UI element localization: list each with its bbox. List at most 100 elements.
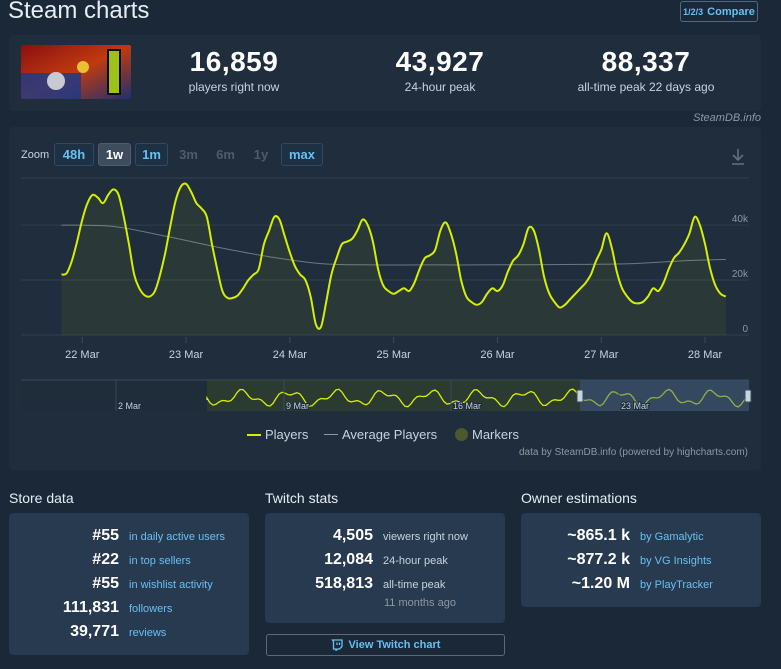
owner-estimations-title: Owner estimations bbox=[521, 490, 637, 506]
owner-row-label[interactable]: by VG Insights bbox=[640, 555, 712, 567]
owner-row-label[interactable]: by PlayTracker bbox=[640, 579, 713, 591]
compare-button[interactable]: 1/2/3 Compare bbox=[680, 1, 758, 22]
navigator-label-outline: 9 Mar bbox=[286, 401, 309, 411]
twitch-row-value: 12,084 bbox=[324, 551, 373, 568]
y-tick-label: 20k bbox=[732, 269, 749, 280]
legend-average-swatch bbox=[324, 434, 338, 435]
zoom-48h-button[interactable]: 48h bbox=[54, 143, 94, 166]
highcharts-credit[interactable]: data by SteamDB.info (powered by highcha… bbox=[519, 447, 748, 458]
x-tick-label: 27 Mar bbox=[584, 349, 619, 361]
x-tick-label: 23 Mar bbox=[169, 349, 204, 361]
stat-alltime-peak: 88,337 all-time peak 22 days ago bbox=[546, 46, 746, 94]
store-row-value: 39,771 bbox=[70, 623, 119, 640]
twitch-row: 4,505 viewers right now bbox=[265, 527, 468, 545]
chart-panel bbox=[9, 127, 761, 470]
twitch-row-label: all-time peak bbox=[383, 579, 446, 591]
store-row-label[interactable]: in daily active users bbox=[129, 531, 225, 543]
store-row-label[interactable]: in wishlist activity bbox=[129, 579, 213, 591]
owner-row-label[interactable]: by Gamalytic bbox=[640, 531, 704, 543]
zoom-1w-button[interactable]: 1w bbox=[98, 143, 131, 166]
store-data-title: Store data bbox=[9, 490, 74, 506]
y-tick-label: 0 bbox=[742, 324, 748, 335]
zoom-1y-button[interactable]: 1y bbox=[253, 147, 269, 162]
store-row-value: #55 bbox=[92, 527, 119, 544]
navigator-handle-left bbox=[576, 389, 584, 403]
view-twitch-chart-button[interactable]: View Twitch chart bbox=[266, 634, 505, 656]
twitch-stats-title: Twitch stats bbox=[265, 490, 339, 506]
twitch-row-value: 518,813 bbox=[315, 575, 373, 592]
navigator-line bbox=[206, 388, 748, 408]
x-tick-label: 25 Mar bbox=[377, 349, 412, 361]
navigator-label: 2 Mar bbox=[118, 401, 141, 411]
store-row-value: #22 bbox=[92, 551, 119, 568]
store-row: 39,771 reviews bbox=[9, 623, 166, 641]
navigator-label: 23 Mar bbox=[621, 401, 649, 411]
twitch-row-label: 24-hour peak bbox=[383, 555, 448, 567]
stat-current-value: 16,859 bbox=[189, 46, 279, 77]
legend-markers[interactable]: Markers bbox=[455, 427, 519, 442]
navigator-selection bbox=[580, 380, 749, 411]
zoom-label: Zoom bbox=[21, 149, 50, 161]
legend-average[interactable]: Average Players bbox=[324, 427, 437, 442]
stat-alltime-value: 88,337 bbox=[601, 46, 691, 77]
store-row: #22 in top sellers bbox=[9, 551, 191, 569]
y-tick-label: 40k bbox=[732, 214, 749, 225]
navigator-label-outline: 16 Mar bbox=[453, 401, 481, 411]
owner-row-value: ~1.20 M bbox=[571, 575, 630, 592]
stats-panel bbox=[9, 35, 761, 111]
stat-24h-peak: 43,927 24-hour peak bbox=[340, 46, 540, 94]
x-tick-label: 22 Mar bbox=[65, 349, 100, 361]
navigator-data-area bbox=[207, 380, 749, 411]
navigator-label-outline: 2 Mar bbox=[118, 401, 141, 411]
legend-average-label: Average Players bbox=[342, 427, 438, 442]
legend-players[interactable]: Players bbox=[247, 427, 308, 442]
stat-24h-label: 24-hour peak bbox=[404, 80, 476, 94]
stat-current: 16,859 players right now bbox=[134, 46, 334, 94]
compare-icon: 1/2/3 bbox=[683, 6, 704, 17]
zoom-3m-button[interactable]: 3m bbox=[179, 147, 198, 162]
legend-players-label: Players bbox=[265, 427, 309, 442]
zoom-max-button[interactable]: max bbox=[281, 143, 323, 166]
steamdb-credit[interactable]: SteamDB.info bbox=[693, 112, 761, 124]
twitch-row: 12,084 24-hour peak bbox=[265, 551, 448, 569]
x-tick-label: 28 Mar bbox=[688, 349, 723, 361]
twitch-row: 518,813 all-time peak bbox=[265, 575, 445, 593]
average-players-line bbox=[61, 224, 726, 266]
store-row: #55 in daily active users bbox=[9, 527, 225, 545]
zoom-1m-button[interactable]: 1m bbox=[135, 143, 168, 166]
twitch-icon bbox=[330, 639, 343, 651]
owner-estimations-panel bbox=[521, 513, 761, 607]
store-data-panel bbox=[9, 513, 249, 655]
navigator-label: 9 Mar bbox=[286, 401, 309, 411]
twitch-row-value: 4,505 bbox=[332, 527, 373, 544]
game-thumbnail[interactable] bbox=[21, 45, 131, 99]
x-tick-label: 24 Mar bbox=[273, 349, 308, 361]
legend-markers-label: Markers bbox=[472, 427, 519, 442]
stat-alltime-label: all-time peak 22 days ago bbox=[577, 80, 715, 94]
owner-row-value: ~877.2 k bbox=[567, 551, 630, 568]
twitch-stats-panel bbox=[265, 513, 505, 623]
stat-24h-value: 43,927 bbox=[395, 46, 485, 77]
navigator-label-outline: 23 Mar bbox=[621, 401, 649, 411]
players-line bbox=[61, 182, 727, 330]
zoom-6m-button[interactable]: 6m bbox=[216, 147, 235, 162]
owner-row: ~1.20 M by PlayTracker bbox=[521, 575, 713, 593]
owner-row: ~865.1 k by Gamalytic bbox=[521, 527, 704, 545]
legend-players-swatch bbox=[247, 433, 261, 436]
download-icon[interactable] bbox=[730, 148, 746, 166]
players-area bbox=[61, 183, 726, 335]
store-row-label[interactable]: reviews bbox=[129, 627, 167, 639]
twitch-peak-date: 11 months ago bbox=[384, 597, 456, 609]
owner-row: ~877.2 k by VG Insights bbox=[521, 551, 712, 569]
x-tick-label: 26 Mar bbox=[480, 349, 515, 361]
stat-current-label: players right now bbox=[188, 80, 280, 94]
store-row-label[interactable]: in top sellers bbox=[129, 555, 191, 567]
store-row: 111,831 followers bbox=[9, 599, 172, 617]
navigator-label: 16 Mar bbox=[453, 401, 481, 411]
store-row-label[interactable]: followers bbox=[129, 603, 173, 615]
store-row-value: 111,831 bbox=[62, 599, 119, 616]
legend-markers-swatch bbox=[455, 428, 468, 441]
view-twitch-chart-label: View Twitch chart bbox=[348, 639, 441, 651]
store-row: #55 in wishlist activity bbox=[9, 575, 213, 593]
navigator-handle-right bbox=[744, 389, 752, 403]
